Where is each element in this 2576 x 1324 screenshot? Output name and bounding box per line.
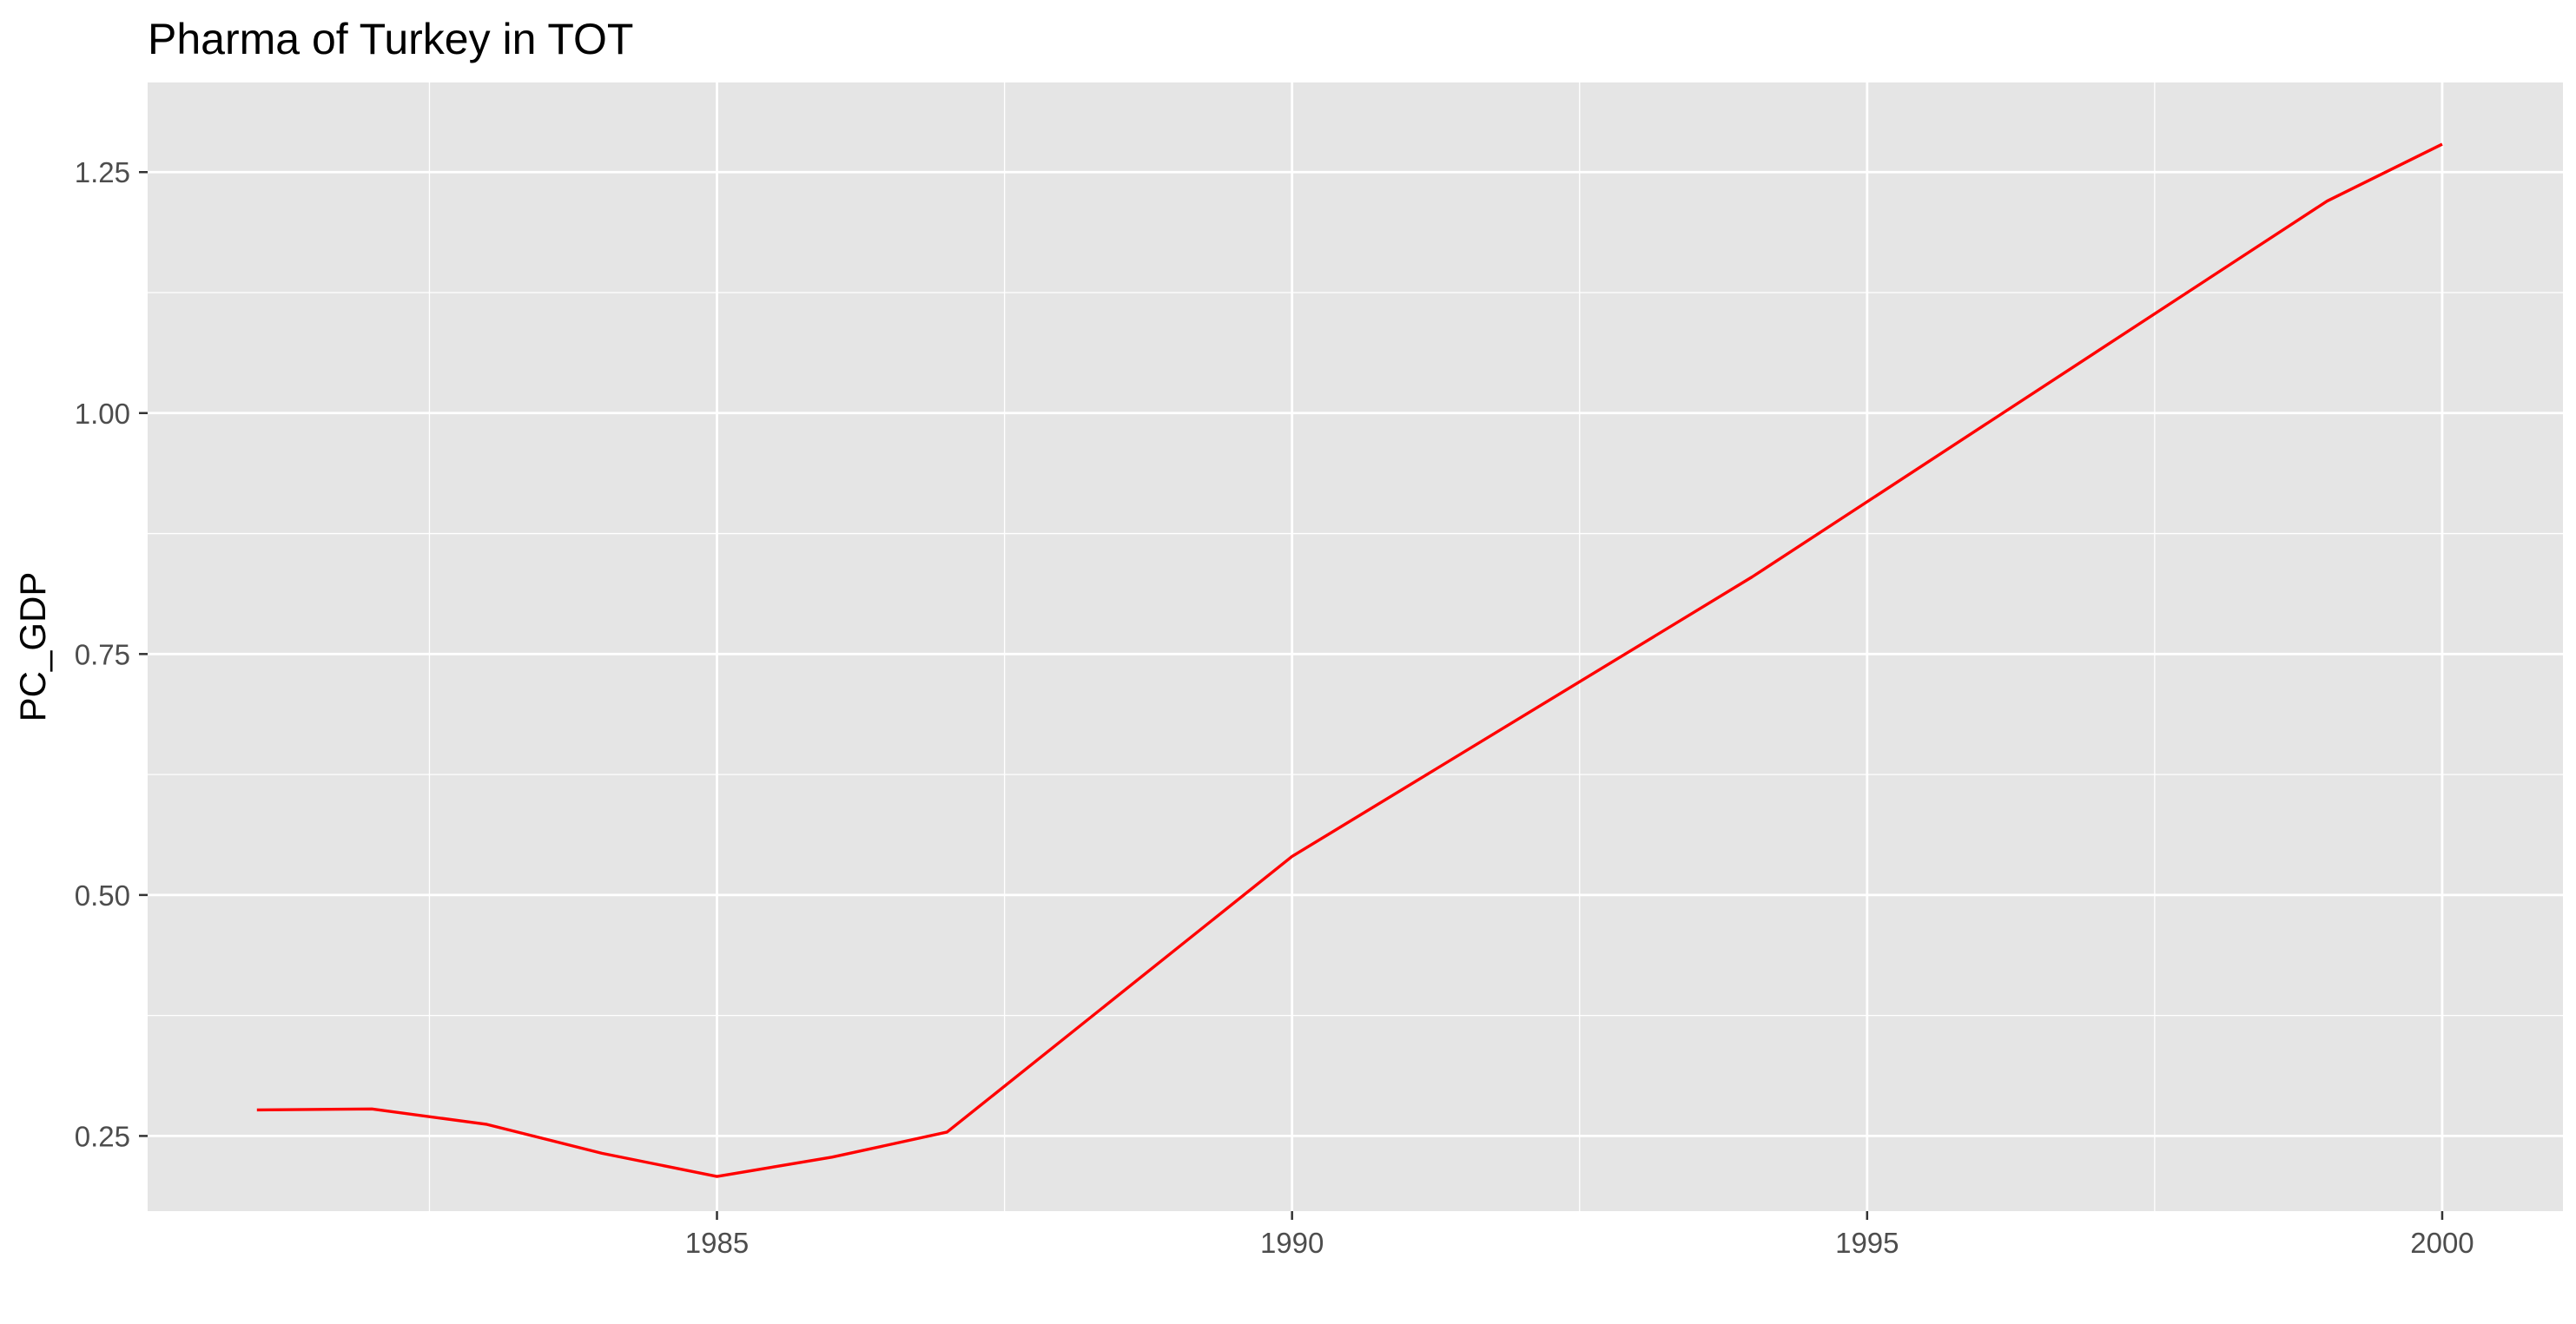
chart-title: Pharma of Turkey in TOT: [148, 15, 633, 63]
y-tick-label: 0.75: [75, 638, 130, 670]
y-tick-label: 1.25: [75, 156, 130, 188]
x-tick-label: 1985: [685, 1227, 749, 1259]
minor-gridlines: [148, 82, 2563, 1211]
y-tick-label: 0.50: [75, 879, 130, 912]
major-gridlines: [148, 82, 2563, 1211]
y-axis: 0.25 0.50 0.75 1.00 1.25: [75, 156, 148, 1152]
x-tick-label: 1995: [1835, 1227, 1899, 1259]
x-tick-label: 2000: [2410, 1227, 2474, 1259]
x-axis: 1985 1990 1995 2000: [685, 1211, 2474, 1259]
y-tick-label: 0.25: [75, 1120, 130, 1152]
y-axis-label: PC_GDP: [12, 572, 53, 722]
x-tick-label: 1990: [1260, 1227, 1324, 1259]
y-tick-label: 1.00: [75, 398, 130, 430]
series-layer: [256, 142, 2443, 1178]
series-line-1: [256, 142, 2443, 1178]
plot-panel: [148, 82, 2563, 1211]
